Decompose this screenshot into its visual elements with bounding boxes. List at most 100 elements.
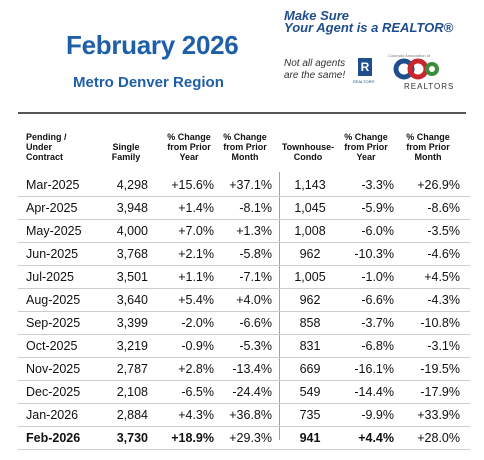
col-header-townhouse-l2: Condo [293, 152, 323, 162]
cell-townhouse-condo: 735 [299, 408, 321, 422]
col-header-th-year-l3: Year [356, 152, 376, 162]
table-row: Jul-2025 3,501 +1.1% -7.1% 1,005 -1.0% +… [18, 266, 470, 287]
table-row: Jun-2025 3,768 +2.1% -5.8% 962 -10.3% -4… [18, 243, 470, 264]
row-divider [18, 380, 470, 381]
cell-month: Jun-2025 [26, 247, 79, 261]
row-divider [18, 426, 470, 427]
row-divider [18, 311, 470, 312]
cell-sf-change-month: +36.8% [229, 408, 272, 422]
cell-single-family: 3,501 [116, 270, 148, 284]
cell-townhouse-condo: 1,143 [294, 178, 326, 192]
cell-sf-change-month: -13.4% [232, 362, 272, 376]
row-divider [18, 334, 470, 335]
cell-single-family: 2,108 [116, 385, 148, 399]
cell-townhouse-condo: 669 [299, 362, 321, 376]
cell-month: Mar-2025 [26, 178, 80, 192]
col-header-th-year-l2: from Prior [344, 142, 388, 152]
cell-single-family: 4,000 [116, 224, 148, 238]
cell-sf-change-year: +15.6% [171, 178, 214, 192]
cell-th-change-month: +26.9% [417, 178, 460, 192]
table-row-current: Feb-2026 3,730 +18.9% +29.3% 941 +4.4% +… [18, 427, 470, 448]
cell-th-change-month: -4.3% [427, 293, 460, 307]
col-header-pending-l1: Pending / [26, 132, 67, 142]
table-row: Jan-2026 2,884 +4.3% +36.8% 735 -9.9% +3… [18, 404, 470, 425]
table-row: May-2025 4,000 +7.0% +1.3% 1,008 -6.0% -… [18, 220, 470, 241]
cell-townhouse-condo: 941 [299, 431, 321, 445]
row-divider [18, 288, 470, 289]
cell-th-change-month: -19.5% [420, 362, 460, 376]
col-header-pending: Pending / Under Contract [26, 132, 67, 162]
col-header-th-prior-year: % Change from Prior Year [338, 132, 394, 162]
cell-sf-change-year: -0.9% [181, 339, 214, 353]
col-header-sf-month-l1: % Change [223, 132, 267, 142]
colorado-logo-text: REALTORS [404, 82, 455, 91]
col-header-th-prior-month: % Change from Prior Month [400, 132, 456, 162]
cell-th-change-year: -10.3% [354, 247, 394, 261]
cell-sf-change-month: +1.3% [236, 224, 272, 238]
cell-townhouse-condo: 1,008 [294, 224, 326, 238]
cell-th-change-year: -6.6% [361, 293, 394, 307]
realtor-promo: Make Sure Your Agent is a REALTOR® [284, 8, 464, 35]
cell-sf-change-month: -7.1% [239, 270, 272, 284]
cell-sf-change-month: +37.1% [229, 178, 272, 192]
col-header-pending-l2: Under [26, 142, 53, 152]
col-header-sf-year-l2: from Prior [167, 142, 211, 152]
table-row: Dec-2025 2,108 -6.5% -24.4% 549 -14.4% -… [18, 381, 470, 402]
cell-th-change-year: -6.8% [361, 339, 394, 353]
cell-sf-change-year: -6.5% [181, 385, 214, 399]
row-divider [18, 449, 470, 450]
cell-single-family: 3,640 [116, 293, 148, 307]
cell-th-change-year: -6.0% [361, 224, 394, 238]
cell-month: Feb-2026 [26, 431, 81, 445]
table-row: Nov-2025 2,787 +2.8% -13.4% 669 -16.1% -… [18, 358, 470, 379]
cell-single-family: 3,399 [116, 316, 148, 330]
row-divider [18, 357, 470, 358]
col-header-townhouse-condo: Townhouse- Condo [280, 142, 336, 162]
cell-month: Nov-2025 [26, 362, 81, 376]
col-header-sf-month-l3: Month [231, 152, 259, 162]
table-row: Mar-2025 4,298 +15.6% +37.1% 1,143 -3.3%… [18, 174, 470, 195]
colorado-logo-caption: Colorado Association of [388, 53, 431, 58]
cell-th-change-year: -5.9% [361, 201, 394, 215]
cell-month: Jan-2026 [26, 408, 79, 422]
cell-th-change-year: -16.1% [354, 362, 394, 376]
cell-th-change-year: -3.3% [361, 178, 394, 192]
cell-th-change-month: -8.6% [427, 201, 460, 215]
cell-townhouse-condo: 1,045 [294, 201, 326, 215]
cell-townhouse-condo: 858 [299, 316, 321, 330]
col-header-th-month-l1: % Change [406, 132, 450, 142]
cell-month: Oct-2025 [26, 339, 78, 353]
cell-month: May-2025 [26, 224, 82, 238]
cell-sf-change-year: +4.3% [178, 408, 214, 422]
cell-sf-change-month: -8.1% [239, 201, 272, 215]
cell-single-family: 2,787 [116, 362, 148, 376]
row-divider [18, 196, 470, 197]
cell-th-change-month: +33.9% [417, 408, 460, 422]
cell-sf-change-month: -5.3% [239, 339, 272, 353]
col-header-th-year-l1: % Change [344, 132, 388, 142]
table-row: Oct-2025 3,219 -0.9% -5.3% 831 -6.8% -3.… [18, 335, 470, 356]
promo-line-2: Your Agent is a REALTOR® [284, 20, 454, 35]
cell-th-change-month: -4.6% [427, 247, 460, 261]
col-header-townhouse-l1: Townhouse- [281, 142, 335, 152]
cell-th-change-year: -3.7% [361, 316, 394, 330]
cell-sf-change-month: -5.8% [239, 247, 272, 261]
cell-month: Sep-2025 [26, 316, 81, 330]
realtor-logo-caption: REALTOR® [353, 79, 375, 84]
promo-line-1: Make Sure [284, 8, 350, 23]
cell-month: Dec-2025 [26, 385, 81, 399]
col-header-sf-prior-month: % Change from Prior Month [218, 132, 272, 162]
col-header-pending-l3: Contract [26, 152, 64, 162]
col-header-single-l1: Single [112, 142, 140, 152]
col-header-sf-prior-year: % Change from Prior Year [162, 132, 216, 162]
cell-sf-change-month: +29.3% [229, 431, 272, 445]
cell-th-change-year: +4.4% [358, 431, 394, 445]
col-header-sf-year-l3: Year [179, 152, 199, 162]
cell-townhouse-condo: 1,005 [294, 270, 326, 284]
cell-sf-change-year: +5.4% [178, 293, 214, 307]
column-separator [279, 172, 280, 440]
row-divider [18, 265, 470, 266]
cell-single-family: 3,768 [116, 247, 148, 261]
cell-th-change-month: +4.5% [424, 270, 460, 284]
cell-single-family: 3,730 [116, 431, 148, 445]
